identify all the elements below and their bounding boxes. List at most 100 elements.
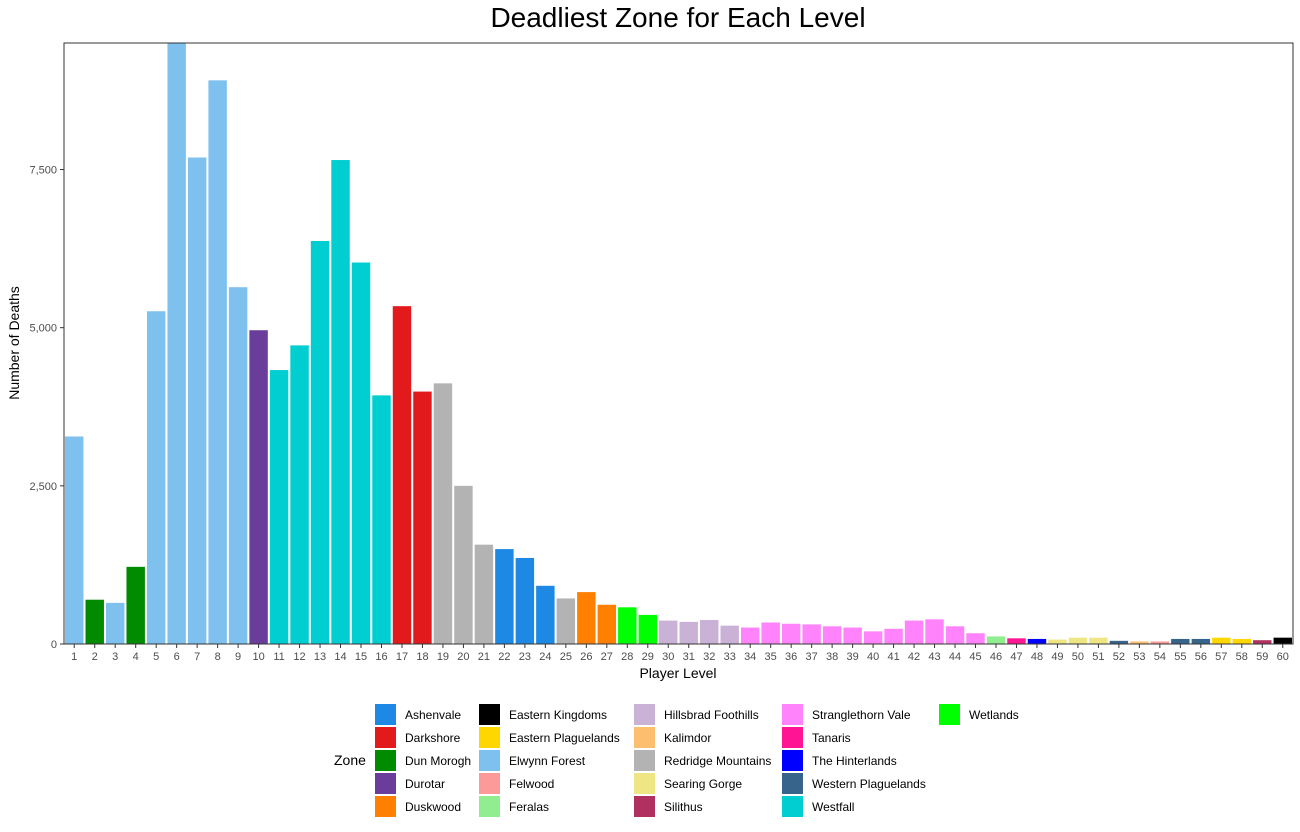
bar-level-31 (679, 621, 698, 644)
y-axis: 0 2,500 5,000 7,500 (29, 165, 64, 651)
x-tick-label: 32 (703, 651, 715, 663)
legend-label: Wetlands (969, 707, 1019, 722)
x-tick-label: 40 (867, 651, 879, 663)
x-tick-label: 47 (1010, 651, 1022, 663)
bar-level-8 (208, 80, 227, 644)
bar-level-37 (802, 624, 821, 644)
legend-label: Duskwood (405, 799, 462, 814)
legend-item: Ashenvale (375, 703, 461, 726)
x-tick-label: 7 (194, 651, 200, 663)
bar-level-22 (495, 549, 514, 644)
x-tick-label: 37 (806, 651, 818, 663)
legend-item: Durotar (375, 772, 445, 795)
bar-level-5 (146, 311, 166, 644)
bar-level-42 (904, 620, 924, 644)
legend-item: Western Plaguelands (782, 772, 926, 795)
x-tick-label: 55 (1174, 651, 1186, 663)
legend-swatch (782, 704, 803, 725)
legend-swatch (634, 704, 655, 725)
legend-item: Dun Morogh (375, 749, 471, 772)
bar-level-17 (392, 306, 412, 644)
bar-level-60 (1273, 637, 1292, 644)
legend-swatch (634, 727, 655, 748)
legend-item: Eastern Kingdoms (479, 703, 607, 726)
bar-level-28 (618, 607, 637, 644)
legend-swatch (375, 796, 396, 817)
bar-level-49 (1048, 639, 1067, 644)
x-tick-label: 23 (519, 651, 531, 663)
legend-label: Redridge Mountains (664, 753, 772, 768)
legend-swatch (479, 704, 500, 725)
legend-item: Hillsbrad Foothills (634, 703, 759, 726)
bar-level-58 (1232, 638, 1252, 644)
legend-swatch (634, 773, 655, 794)
legend-label: The Hinterlands (812, 753, 897, 768)
bar-level-44 (945, 626, 965, 644)
x-tick-label: 44 (949, 651, 961, 663)
x-tick-label: 8 (215, 651, 221, 663)
x-tick-label: 28 (621, 651, 633, 663)
x-tick-label: 59 (1256, 651, 1268, 663)
x-tick-label: 57 (1215, 651, 1227, 663)
legend-item: Stranglethorn Vale (782, 703, 911, 726)
x-tick-label: 34 (744, 651, 756, 663)
legend-swatch (479, 773, 500, 794)
bar-level-30 (659, 620, 678, 644)
x-tick-label: 48 (1031, 651, 1043, 663)
x-tick-label: 33 (724, 651, 736, 663)
bar-level-43 (925, 619, 944, 644)
x-tick-label: 11 (273, 651, 284, 663)
x-tick-label: 53 (1133, 651, 1145, 663)
x-tick-label: 45 (969, 651, 981, 663)
plot-panel-border (63, 42, 1294, 645)
legend-item: Feralas (479, 795, 549, 818)
x-axis: 1 2 3 4 5 6 7 8 9 10 11 12 13 14 15 16 17 18 19 20 21 22 23 24 2… (71, 644, 1289, 663)
x-tick-label: 50 (1072, 651, 1084, 663)
bar-level-12 (290, 345, 309, 644)
bar-level-26 (577, 592, 596, 644)
legend-swatch (375, 773, 396, 794)
x-tick-label: 15 (355, 651, 367, 663)
legend-swatch (634, 750, 655, 771)
bar-level-47 (1007, 638, 1026, 644)
legend-label: Kalimdor (664, 730, 712, 745)
x-tick-label: 52 (1113, 651, 1125, 663)
legend-item: Westfall (782, 795, 854, 818)
bar-level-29 (638, 614, 657, 644)
x-tick-label: 3 (112, 651, 118, 663)
x-tick-label: 2 (92, 651, 98, 663)
bar-level-13 (310, 241, 330, 644)
x-tick-label: 6 (174, 651, 180, 663)
legend-swatch (479, 727, 500, 748)
legend-item: Duskwood (375, 795, 461, 818)
bar-level-59 (1253, 640, 1272, 644)
bar-level-45 (966, 633, 985, 644)
bar-level-57 (1212, 637, 1231, 644)
legend-swatch (782, 796, 803, 817)
legend-item: Darkshore (375, 726, 460, 749)
x-axis-title: Player Level (639, 665, 716, 681)
x-tick-label: 12 (293, 651, 305, 663)
bar-level-10 (249, 330, 268, 644)
bar-level-27 (597, 604, 617, 644)
x-tick-label: 4 (133, 651, 139, 663)
legend-item: Silithus (634, 795, 703, 818)
legend-label: Feralas (509, 799, 550, 814)
y-tick-label: 2,500 (29, 481, 57, 493)
bar-level-15 (351, 262, 371, 644)
legend-swatch (375, 750, 396, 771)
bar-level-23 (515, 557, 535, 644)
legend-label: Westfall (812, 799, 855, 814)
legend-label: Darkshore (405, 730, 461, 745)
legend-label: Elwynn Forest (509, 753, 586, 768)
x-tick-label: 20 (457, 651, 469, 663)
bar-level-16 (372, 395, 391, 644)
legend-swatch (782, 773, 803, 794)
x-tick-label: 10 (252, 651, 264, 663)
legend-swatch (479, 750, 500, 771)
x-tick-label: 25 (560, 651, 572, 663)
legend-label: Western Plaguelands (812, 776, 926, 791)
x-tick-label: 41 (887, 651, 899, 663)
x-tick-label: 56 (1195, 651, 1207, 663)
